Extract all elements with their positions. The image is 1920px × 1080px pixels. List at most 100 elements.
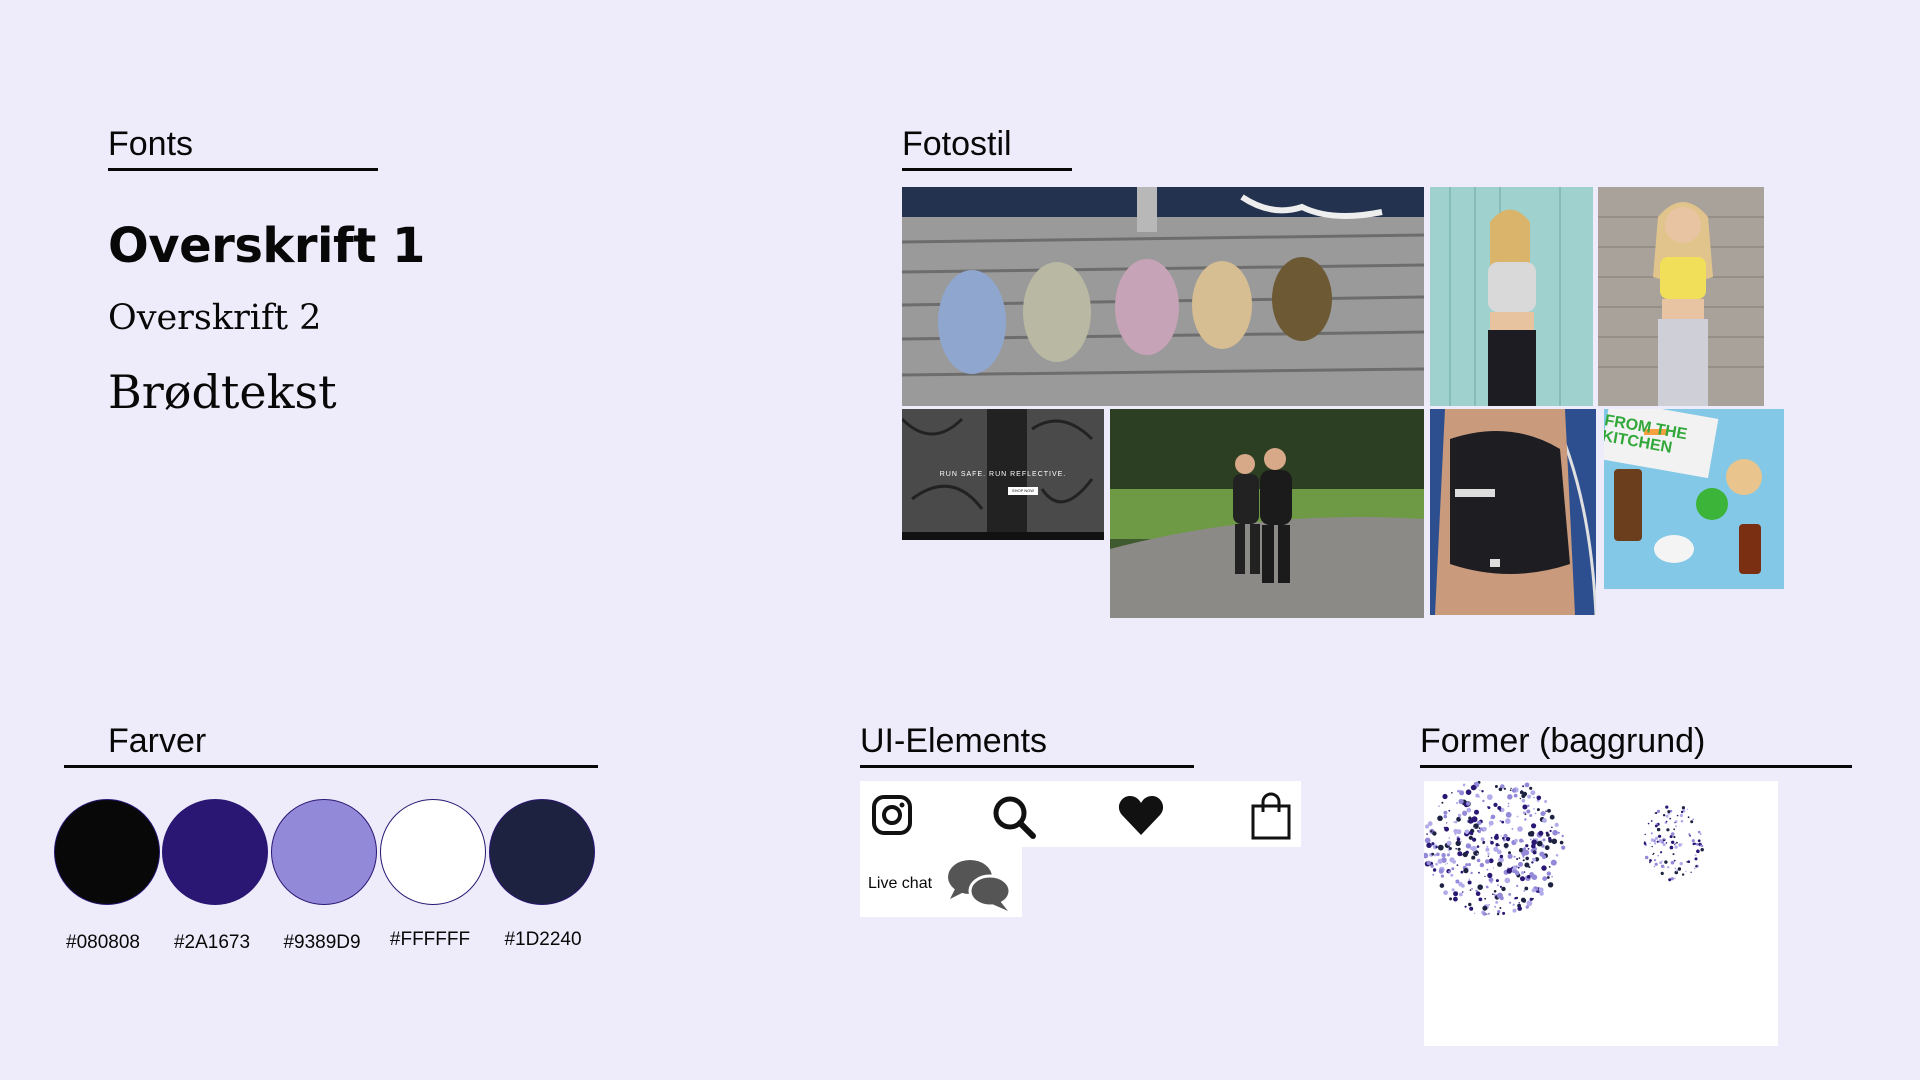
splatter-dot (1544, 845, 1550, 851)
photo-woman-wall (1430, 187, 1593, 406)
ui-elements-underline (860, 765, 1194, 768)
photo-women-running (1110, 409, 1424, 618)
splatter-dot (1464, 905, 1467, 908)
splatter-dot (1527, 848, 1530, 850)
fonts-heading: Fonts (108, 125, 194, 163)
splatter-dot (1454, 833, 1457, 836)
splatter-dot (1454, 820, 1458, 824)
splatter-dot (1446, 862, 1449, 865)
splatter-dot (1444, 863, 1446, 865)
splatter-dot (1514, 838, 1518, 843)
splatter-dot (1518, 861, 1523, 867)
splatter-dot (1677, 867, 1682, 871)
splatter-dot (1492, 893, 1494, 895)
splatter-dot (1475, 891, 1481, 896)
splatter-dot (1658, 834, 1662, 838)
color-hex-1: #080808 (66, 932, 140, 953)
splatter-dot (1446, 822, 1448, 824)
splatter-dot (1507, 794, 1513, 800)
splatter-dot (1528, 866, 1531, 869)
splatter-dot (1520, 790, 1523, 792)
splatter-dot (1656, 827, 1661, 832)
splatter-dot (1511, 865, 1517, 871)
splatter-dot (1460, 870, 1464, 874)
splatter-dot (1500, 835, 1502, 837)
splatter-dot (1518, 902, 1520, 904)
splatter-dot (1670, 860, 1675, 865)
heart-icon[interactable] (1118, 795, 1164, 837)
splatter-dot (1541, 865, 1547, 871)
splatter-dot (1654, 824, 1658, 828)
splatter-dot (1672, 853, 1675, 856)
shapes-underline (1420, 765, 1852, 768)
splatter-dot (1531, 861, 1534, 864)
splatter-dot (1478, 897, 1483, 902)
splatter-dot (1694, 857, 1698, 861)
splatter-dot (1511, 866, 1513, 869)
splatter-dot (1551, 838, 1558, 845)
splatter-dot (1669, 845, 1674, 850)
splatter-dot (1514, 897, 1518, 900)
splatter-dot (1485, 885, 1489, 889)
splatter-dot (1486, 845, 1489, 848)
splatter-dot (1482, 912, 1487, 916)
splatter-dot (1498, 857, 1504, 863)
splatter-dot (1509, 789, 1512, 791)
splatter-dot (1503, 833, 1508, 839)
splatter-dot (1490, 837, 1493, 839)
shopping-bag-icon[interactable] (1250, 792, 1292, 840)
splatter-dot (1468, 835, 1473, 840)
splatter-dot (1654, 836, 1659, 840)
splatter-dot (1519, 838, 1524, 843)
photo-style-heading: Fotostil (902, 125, 1012, 163)
live-chat-label[interactable]: Live chat (868, 875, 933, 892)
splatter-dot (1527, 804, 1530, 808)
splatter-dot (1546, 871, 1551, 876)
splatter-dot (1662, 814, 1666, 817)
splatter-dot (1507, 802, 1510, 805)
splatter-dot (1487, 872, 1493, 878)
splatter-dot (1696, 849, 1700, 854)
splatter-dot (1504, 877, 1511, 884)
search-icon[interactable] (992, 795, 1036, 839)
splatter-dot (1674, 845, 1678, 849)
splatter-dot (1441, 853, 1446, 858)
splatter-dot (1529, 830, 1535, 836)
splatter-dot (1536, 795, 1542, 801)
splatter-dot (1690, 871, 1692, 873)
splatter-dot (1511, 828, 1514, 830)
splatter-dot (1479, 789, 1481, 791)
splatter-dot (1692, 842, 1696, 846)
splatter-dot (1675, 825, 1678, 828)
splatter-dot (1695, 843, 1699, 846)
splatter-dot (1644, 833, 1646, 836)
splatter-dot (1692, 818, 1695, 821)
splatter-dot (1479, 862, 1485, 868)
splatter-dot (1453, 821, 1455, 823)
splatter-dot (1546, 876, 1550, 879)
splatter-dot (1486, 913, 1488, 915)
splatter-dot (1650, 820, 1653, 822)
splatter-dot (1555, 854, 1559, 857)
splatter-dot (1660, 864, 1665, 868)
splatter-dot (1432, 831, 1437, 836)
splatter-dot (1665, 805, 1669, 809)
splatter-dot (1484, 875, 1486, 877)
splatter-dot (1501, 820, 1505, 824)
heading-2-sample: Overskrift 2 (108, 298, 322, 338)
chat-bubbles-icon[interactable] (946, 857, 1012, 911)
splatter-dot (1524, 813, 1527, 816)
splatter-dot (1695, 865, 1698, 868)
splatter-dot (1455, 879, 1460, 884)
splatter-dot (1540, 811, 1546, 817)
shop-now-button[interactable]: SHOP NOW (1008, 487, 1038, 495)
instagram-icon[interactable] (872, 795, 912, 835)
splatter-dot (1681, 806, 1685, 810)
splatter-dot (1529, 814, 1533, 817)
colors-heading: Farver (108, 722, 207, 760)
splatter-dot (1561, 834, 1564, 838)
splatter-dot (1444, 826, 1449, 832)
splatter-dot (1663, 838, 1665, 840)
photo-cosmetics: FROM THE KITCHEN (1604, 409, 1784, 589)
splatter-dot (1551, 826, 1553, 829)
